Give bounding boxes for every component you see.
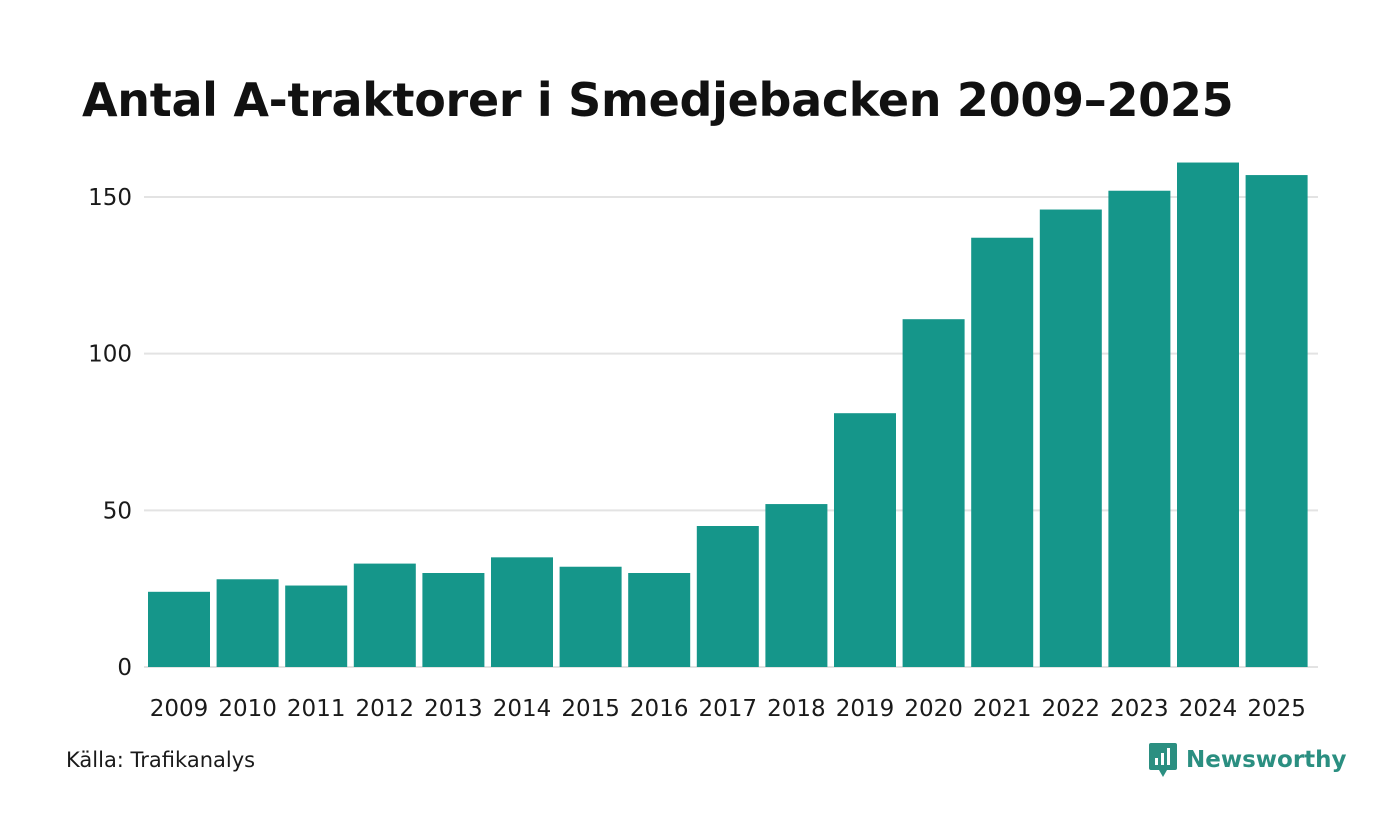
- bar-2025: [1245, 175, 1308, 668]
- bar-2009: [148, 591, 210, 667]
- x-tick-label: 2020: [904, 696, 963, 722]
- brand-logo: Newsworthy: [1148, 742, 1347, 778]
- x-axis-ticks: 2009 2010 2011 2012 2013 2014 2015 2016 2017 2018…: [150, 696, 1306, 722]
- x-tick-label: 2021: [973, 696, 1032, 722]
- bar-2023: [1108, 190, 1171, 667]
- y-axis-ticks: 0 50 100 150: [88, 185, 132, 681]
- bar-2018: [765, 504, 828, 667]
- x-tick-label: 2013: [424, 696, 483, 722]
- y-tick-label: 0: [117, 655, 132, 681]
- bar-2011: [285, 585, 348, 667]
- x-tick-label: 2023: [1110, 696, 1169, 722]
- chart-title: Antal A-traktorer i Smedjebacken 2009–20…: [82, 73, 1234, 127]
- bar-2024: [1177, 162, 1239, 668]
- x-tick-label: 2025: [1247, 696, 1306, 722]
- y-tick-label: 150: [88, 185, 132, 211]
- x-tick-label: 2016: [630, 696, 689, 722]
- x-tick-label: 2015: [561, 696, 620, 722]
- newsworthy-logo-icon: [1149, 743, 1177, 777]
- y-tick-label: 100: [88, 342, 132, 368]
- bar-2016: [628, 573, 691, 667]
- bar-2013: [422, 573, 485, 667]
- y-tick-label: 50: [103, 498, 132, 524]
- bar-2014: [491, 557, 553, 667]
- x-tick-label: 2024: [1179, 696, 1238, 722]
- x-tick-label: 2011: [287, 696, 346, 722]
- bar-2017: [696, 526, 759, 667]
- bar-2019: [834, 413, 896, 667]
- x-tick-label: 2018: [767, 696, 826, 722]
- bars: [148, 162, 1308, 668]
- x-tick-label: 2019: [836, 696, 895, 722]
- bar-2022: [1039, 209, 1102, 668]
- bar-2010: [216, 579, 279, 667]
- brand-name: Newsworthy: [1186, 747, 1347, 773]
- source-note: Källa: Trafikanalys: [66, 748, 256, 772]
- x-tick-label: 2009: [150, 696, 209, 722]
- bar-2015: [559, 566, 622, 667]
- bar-2021: [971, 237, 1034, 667]
- x-tick-label: 2010: [218, 696, 277, 722]
- bar-2012: [353, 563, 416, 667]
- x-tick-label: 2022: [1042, 696, 1101, 722]
- x-tick-label: 2014: [493, 696, 552, 722]
- bar-2020: [902, 319, 965, 667]
- x-tick-label: 2017: [699, 696, 758, 722]
- x-tick-label: 2012: [356, 696, 415, 722]
